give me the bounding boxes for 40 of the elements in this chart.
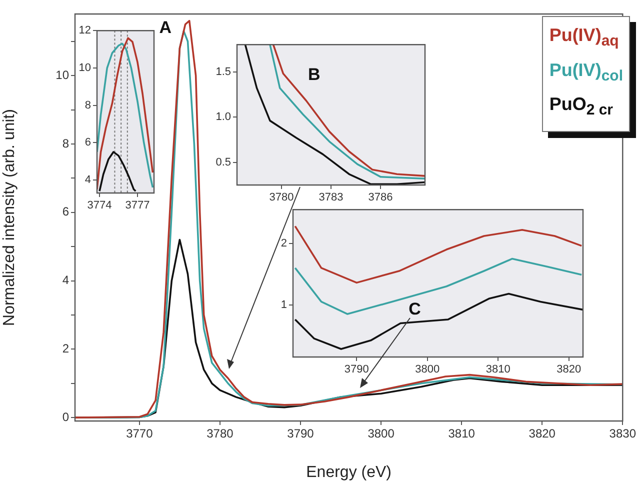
x-tick-label: 3780 xyxy=(269,192,294,204)
x-tick-label: 3783 xyxy=(318,192,344,204)
x-tick-label: 3800 xyxy=(415,364,440,376)
y-tick-label: 2 xyxy=(62,341,70,356)
x-tick-label: 3780 xyxy=(206,426,234,441)
y-tick-label: 4 xyxy=(62,273,70,288)
y-tick-label: 1.0 xyxy=(216,111,231,124)
x-tick-label: 3830 xyxy=(609,426,636,441)
y-tick-label: 8 xyxy=(84,99,91,112)
x-tick-label: 3810 xyxy=(486,364,510,376)
y-tick-label: 1.5 xyxy=(216,66,231,78)
x-tick-label: 3790 xyxy=(344,364,369,376)
x-tick-label: 3774 xyxy=(87,200,112,212)
y-tick-label: 10 xyxy=(56,68,70,82)
y-axis-title: Normalized intensity (arb. unit) xyxy=(1,109,18,326)
y-tick-label: 2 xyxy=(280,237,287,250)
x-tick-label: 3786 xyxy=(368,192,393,204)
x-tick-label: 3790 xyxy=(287,426,314,441)
y-tick-label: 12 xyxy=(78,24,91,37)
text: Pu(IV)$_{col}$ xyxy=(549,58,623,86)
x-tick-label: 3770 xyxy=(126,426,154,441)
text: PuO$_{2 cr}$ xyxy=(549,93,614,121)
text: Pu(IV)$_{aq}$ xyxy=(549,24,620,52)
y-tick-label: 10 xyxy=(78,62,91,74)
y-tick-label: 8 xyxy=(62,136,70,150)
y-tick-label: 6 xyxy=(62,204,70,219)
x-tick-label: 3800 xyxy=(368,426,395,441)
y-tick-label: 6 xyxy=(84,136,91,149)
x-axis-title: Energy (eV) xyxy=(306,464,392,481)
y-tick-label: 0 xyxy=(62,410,70,424)
x-tick-label: 3810 xyxy=(448,426,476,441)
x-tick-label: 3777 xyxy=(125,200,150,212)
annotation: C xyxy=(408,300,421,319)
x-tick-label: 3820 xyxy=(528,426,556,441)
y-tick-label: 0.5 xyxy=(216,156,231,168)
annotation: A xyxy=(159,18,172,37)
annotation: B xyxy=(308,65,320,84)
y-tick-label: 1 xyxy=(280,298,287,311)
y-tick-label: 4 xyxy=(84,174,91,186)
x-tick-label: 3820 xyxy=(556,364,582,376)
